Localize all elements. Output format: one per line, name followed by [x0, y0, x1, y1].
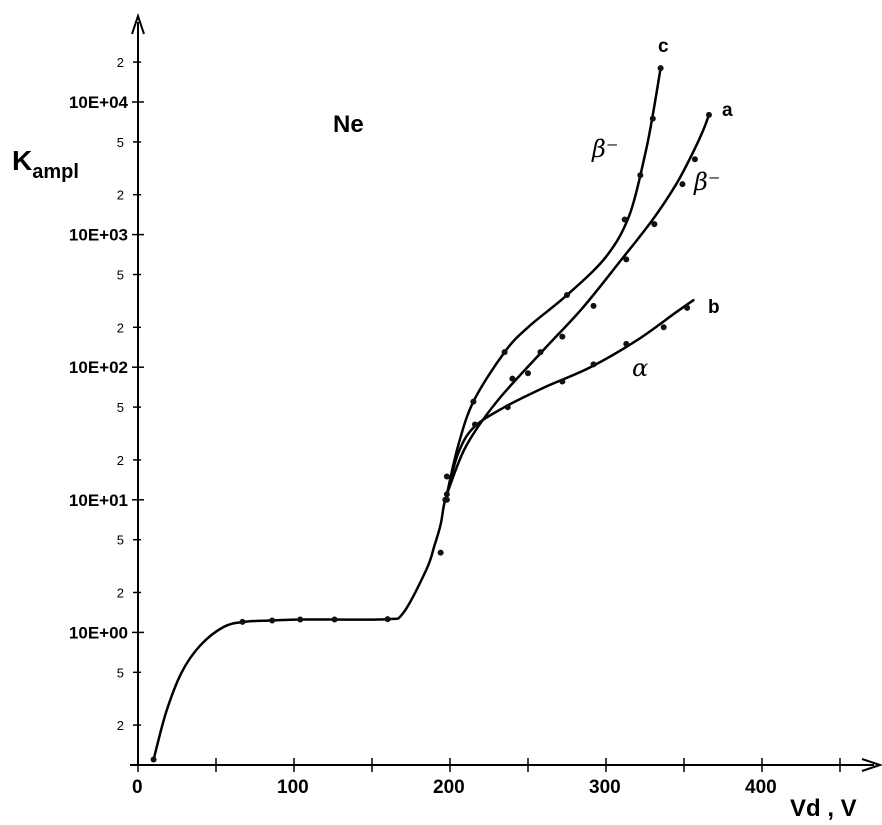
point-b [443, 491, 450, 498]
point-a [705, 111, 712, 118]
annotation-beta-c: β⁻ [591, 135, 619, 163]
point-a [651, 221, 658, 228]
point-c [564, 292, 570, 299]
y-major-tick-label: 10E+04 [69, 93, 129, 112]
axes [130, 12, 882, 772]
y-minor-tick-label: 5 [117, 533, 124, 548]
point-c [657, 65, 664, 72]
point-common [297, 616, 304, 623]
y-axis-label-main: K [12, 145, 32, 176]
y-axis-arrow [131, 12, 145, 35]
point-common [384, 616, 391, 623]
y-axis-label-sub: ampl [32, 161, 79, 183]
point-b [590, 361, 597, 368]
series-label-a: a [722, 100, 733, 121]
point-c [443, 473, 450, 480]
point-c [470, 398, 477, 405]
y-minor-tick-label: 2 [117, 320, 124, 335]
point-a [443, 496, 450, 503]
point-common [331, 616, 338, 623]
y-minor-tick-label: 5 [117, 135, 124, 150]
point-c [637, 172, 644, 179]
y-axis-label: Kampl [12, 145, 79, 183]
point-c [649, 115, 656, 122]
point-common [239, 618, 246, 625]
y-minor-tick-label: 2 [117, 718, 124, 733]
point-b [559, 378, 566, 385]
x-axis-label: Vd , V [790, 795, 857, 822]
x-tick-label: 200 [433, 777, 465, 798]
curve-a [445, 113, 711, 496]
point-b [504, 404, 511, 411]
y-major-tick-label: 10E+00 [69, 623, 128, 642]
point-a [559, 333, 566, 340]
point-c [501, 349, 508, 356]
annotation-beta-a: β⁻ [693, 168, 721, 196]
x-axis-arrow [861, 758, 882, 772]
y-minor-tick-label: 5 [117, 400, 124, 415]
y-minor-tick-label: 2 [117, 585, 124, 600]
labels: Ne Kampl Vd , V c a b β⁻ β⁻ α [12, 36, 857, 822]
point-a [509, 375, 516, 382]
point-common [437, 549, 444, 556]
y-major-tick-label: 10E+02 [69, 358, 128, 377]
point-b [660, 324, 667, 331]
y-major-tick-label: 10E+03 [69, 226, 128, 245]
point-a [537, 349, 544, 356]
x-tick-label: 300 [589, 777, 621, 798]
x-tick-label: 400 [745, 777, 777, 798]
chart-title: Ne [333, 111, 364, 138]
y-minor-tick-label: 5 [117, 268, 124, 283]
point-a [525, 370, 531, 377]
curves [152, 66, 711, 761]
annotation-alpha-b: α [632, 354, 648, 382]
point-common [150, 756, 157, 763]
curve-common [152, 493, 449, 761]
series-label-b: b [708, 297, 720, 318]
x-tick-label: 0 [132, 777, 143, 798]
curve-b [445, 298, 695, 496]
x-tick-label: 100 [277, 777, 309, 798]
point-b [684, 304, 691, 311]
point-b [623, 340, 630, 347]
point-b [471, 421, 478, 428]
y-minor-tick-label: 2 [117, 188, 124, 203]
point-a [623, 256, 630, 263]
ticks: 0 100 200 300 400 10E+00 10E+01 10E+02 10E+03 10E… [69, 55, 841, 798]
point-a [679, 181, 686, 188]
y-minor-tick-label: 2 [117, 453, 124, 468]
y-major-tick-label: 10E+01 [69, 491, 128, 510]
data-points [150, 65, 712, 763]
y-minor-tick-label: 2 [117, 55, 124, 70]
point-a [590, 302, 597, 309]
point-common [269, 617, 276, 624]
point-a [691, 156, 698, 163]
series-label-c: c [658, 36, 669, 57]
point-c [621, 216, 628, 223]
y-minor-tick-label: 5 [117, 665, 124, 680]
curve-c [445, 66, 662, 496]
